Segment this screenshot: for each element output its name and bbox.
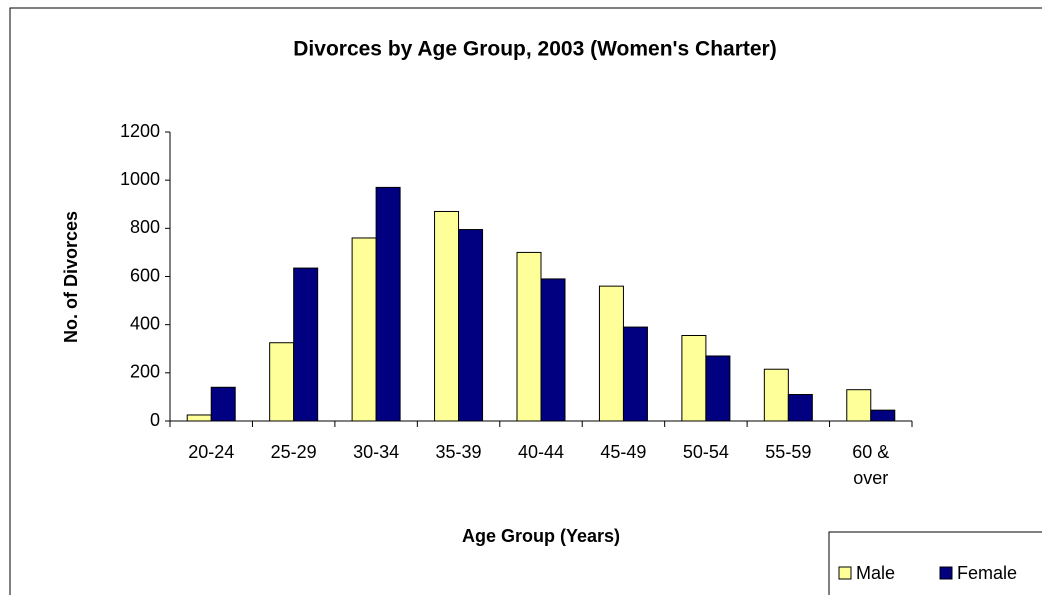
bar xyxy=(516,251,542,422)
legend-label: Male xyxy=(856,563,895,583)
x-axis-label: Age Group (Years) xyxy=(462,526,620,546)
y-tick-label: 0 xyxy=(150,410,160,430)
bar xyxy=(870,409,896,422)
bar xyxy=(622,326,648,422)
x-tick-label: 60 & over xyxy=(852,442,890,488)
x-tick-label: 35-39 xyxy=(435,442,482,462)
bar xyxy=(763,368,789,422)
y-tick-label: 600 xyxy=(130,265,160,285)
bar xyxy=(540,278,566,422)
y-tick-label: 200 xyxy=(130,362,160,382)
x-tick-label: 20-24 xyxy=(188,442,235,462)
legend-swatch xyxy=(939,566,953,580)
bar xyxy=(705,355,731,422)
legend-box xyxy=(828,531,1042,595)
bar xyxy=(787,394,813,422)
chart-title: Divorces by Age Group, 2003 (Women's Cha… xyxy=(293,38,776,61)
y-tick-label: 1200 xyxy=(120,121,160,141)
legend-swatch xyxy=(838,566,852,580)
bar xyxy=(210,386,236,422)
bar xyxy=(681,335,707,422)
y-tick-label: 800 xyxy=(130,217,160,237)
y-tick-label: 1000 xyxy=(120,169,160,189)
bar xyxy=(434,210,460,422)
legend-label: Female xyxy=(957,563,1017,583)
bar xyxy=(293,267,319,422)
bar xyxy=(598,285,624,422)
x-tick-label: 25-29 xyxy=(270,442,317,462)
bar xyxy=(269,342,295,422)
x-tick-label: 40-44 xyxy=(517,442,565,462)
bar xyxy=(351,237,377,422)
y-tick-label: 400 xyxy=(130,313,160,333)
x-tick-label: 50-54 xyxy=(682,442,729,462)
bar xyxy=(186,414,212,422)
chart-frame xyxy=(9,7,1042,595)
x-tick-label: 55-59 xyxy=(765,442,812,462)
x-tick-label: 45-49 xyxy=(600,442,647,462)
bar xyxy=(458,229,484,422)
bar xyxy=(846,389,872,422)
x-tick-label: 30-34 xyxy=(353,442,400,462)
bar xyxy=(375,186,401,422)
y-axis-label: No. of Divorces xyxy=(61,211,81,343)
